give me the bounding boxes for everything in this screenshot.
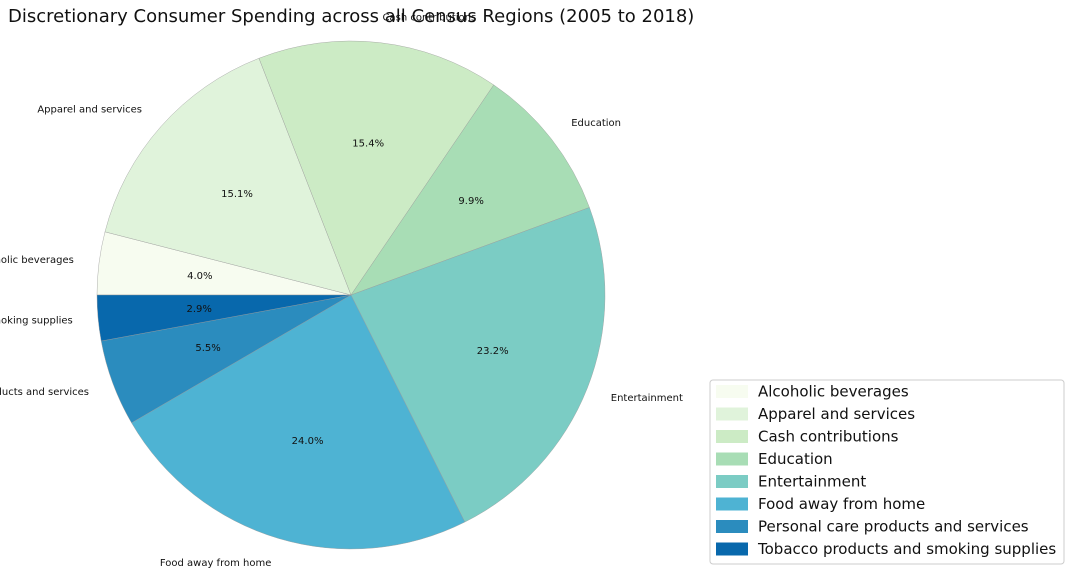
percent-label-2: 15.1% xyxy=(221,189,253,200)
percent-label-8: 2.9% xyxy=(187,304,212,315)
pie-slices xyxy=(96,40,606,550)
pie-slice-8 xyxy=(96,294,352,342)
pie-slice-5 xyxy=(350,207,606,523)
slice-label-7: Personal care products and services xyxy=(0,387,89,398)
legend-label-8: Tobacco products and smoking supplies xyxy=(757,540,1056,558)
legend-swatch-5 xyxy=(716,475,748,488)
legend-swatch-1 xyxy=(716,385,748,398)
legend-label-7: Personal care products and services xyxy=(758,518,1029,536)
pie-slice-4 xyxy=(350,84,590,296)
legend-frame xyxy=(709,379,1065,565)
pie-slice-6 xyxy=(131,294,466,550)
slice-label-6: Food away from home xyxy=(160,558,272,569)
slice-label-1: Alcoholic beverages xyxy=(0,255,74,266)
percent-label-1: 4.0% xyxy=(187,271,212,282)
percent-label-4: 9.9% xyxy=(458,196,483,207)
percent-label-7: 5.5% xyxy=(195,343,220,354)
legend-swatch-8 xyxy=(716,542,748,556)
chart-title: Discretionary Consumer Spending across a… xyxy=(8,6,694,27)
slice-label-3: Cash contributions xyxy=(383,12,477,23)
percent-label-3: 15.4% xyxy=(352,139,384,150)
percent-labels: 4.0% 15.1% 15.4% 9.9% 23.2% 24.0% 5.5% 2.9% xyxy=(187,139,509,448)
slice-labels: Alcoholic beverages Apparel and services C… xyxy=(0,12,683,568)
slice-label-4: Education xyxy=(571,118,621,129)
pie-slice-2 xyxy=(104,57,352,296)
legend-swatch-2 xyxy=(716,407,748,421)
legend-items: Alcoholic beverages Apparel and services C… xyxy=(716,383,1056,558)
legend-label-4: Education xyxy=(758,450,833,468)
legend-swatch-4 xyxy=(716,452,748,466)
legend-swatch-3 xyxy=(716,430,748,443)
legend-label-2: Apparel and services xyxy=(758,405,915,423)
legend-label-5: Entertainment xyxy=(758,473,866,491)
percent-label-6: 24.0% xyxy=(292,436,324,447)
legend-label-1: Alcoholic beverages xyxy=(758,383,909,401)
legend-label-3: Cash contributions xyxy=(758,428,899,446)
slice-label-2: Apparel and services xyxy=(37,105,142,116)
slice-label-5: Entertainment xyxy=(611,393,683,404)
percent-label-5: 23.2% xyxy=(477,346,509,357)
legend: Alcoholic beverages Apparel and services C… xyxy=(709,379,1065,565)
legend-label-6: Food away from home xyxy=(758,495,925,513)
pie-slice-3 xyxy=(258,40,495,296)
legend-swatch-6 xyxy=(716,497,748,511)
legend-swatch-7 xyxy=(716,520,748,533)
slice-label-8: Tobacco products and smoking supplies xyxy=(0,315,73,326)
